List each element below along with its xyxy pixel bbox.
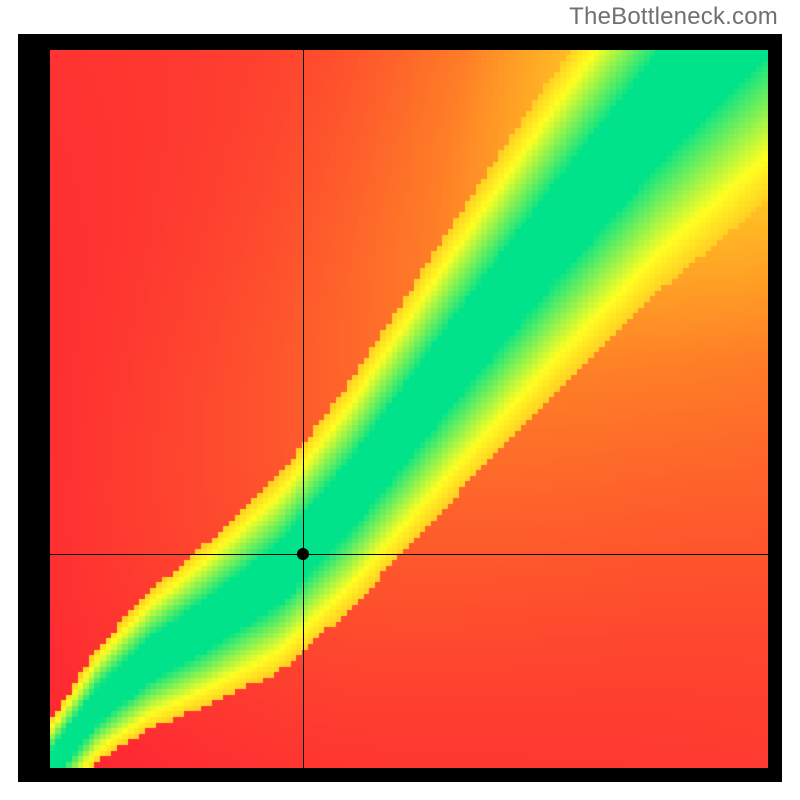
crosshair-vertical: [303, 50, 304, 768]
chart-frame: [18, 34, 782, 782]
watermark-text: TheBottleneck.com: [569, 3, 778, 31]
selection-point: [297, 548, 309, 560]
heatmap-canvas: [50, 50, 768, 768]
crosshair-horizontal: [50, 554, 768, 555]
heatmap-plot-area: [50, 50, 768, 768]
